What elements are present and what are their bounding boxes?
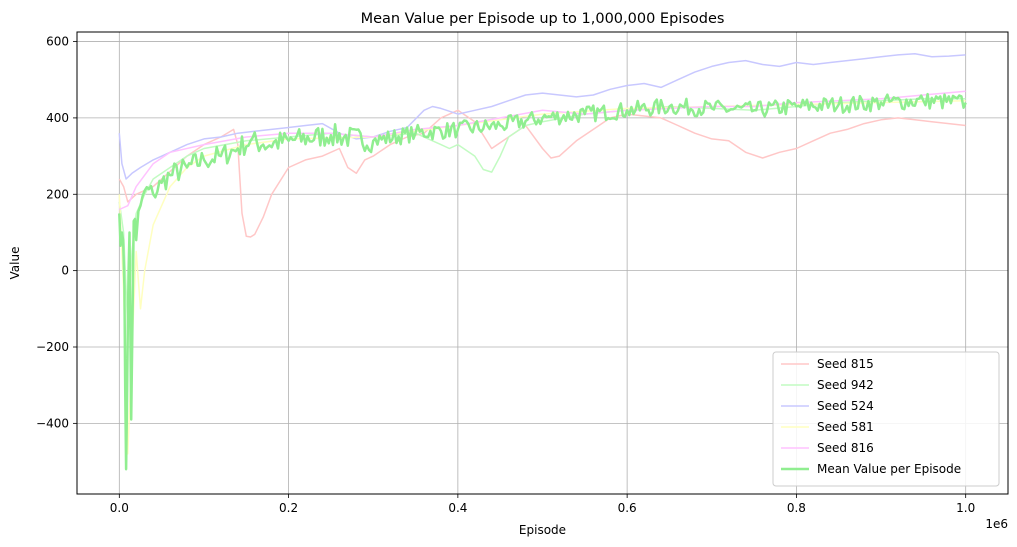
y-tick-label: 400 (46, 111, 69, 125)
x-axis-label: Episode (519, 523, 566, 537)
y-tick-label: −200 (36, 340, 69, 354)
x-tick-label: 1.0 (956, 501, 975, 515)
legend-entry: Seed 816 (817, 441, 874, 455)
y-axis: −400 −200 0 200 400 600 (36, 35, 77, 430)
y-tick-label: −400 (36, 416, 69, 430)
series-layer (118, 53, 967, 471)
plot-frame (76, 31, 1009, 495)
x-tick-label: 0.8 (787, 501, 806, 515)
series-line-1 (118, 109, 966, 238)
x-axis: 0.0 0.2 0.4 0.6 0.8 1.0 (110, 494, 975, 515)
x-tick-label: 0.2 (279, 501, 298, 515)
legend-entry: Seed 581 (817, 420, 874, 434)
y-tick-label: 0 (61, 264, 69, 278)
x-tick-label: 0.6 (618, 501, 637, 515)
y-axis-label: Value (8, 247, 22, 280)
legend-box (772, 351, 1000, 487)
series-line-6 (118, 92, 967, 471)
x-tick-label: 0.0 (110, 501, 129, 515)
legend-entry: Seed 815 (817, 357, 874, 371)
legend-entry: Seed 524 (817, 399, 874, 413)
y-tick-label: 200 (46, 187, 69, 201)
legend-entry: Mean Value per Episode (817, 462, 961, 476)
x-tick-label: 0.4 (448, 501, 467, 515)
series-line-3 (118, 53, 966, 180)
legend: Seed 815 Seed 942 Seed 524 Seed 581 Seed 816… (772, 351, 1000, 487)
legend-entry: Seed 942 (817, 378, 874, 392)
x-axis-offset-label: 1e6 (985, 517, 1008, 531)
chart-title: Mean Value per Episode up to 1,000,000 E… (361, 11, 725, 27)
y-tick-label: 600 (46, 35, 69, 49)
